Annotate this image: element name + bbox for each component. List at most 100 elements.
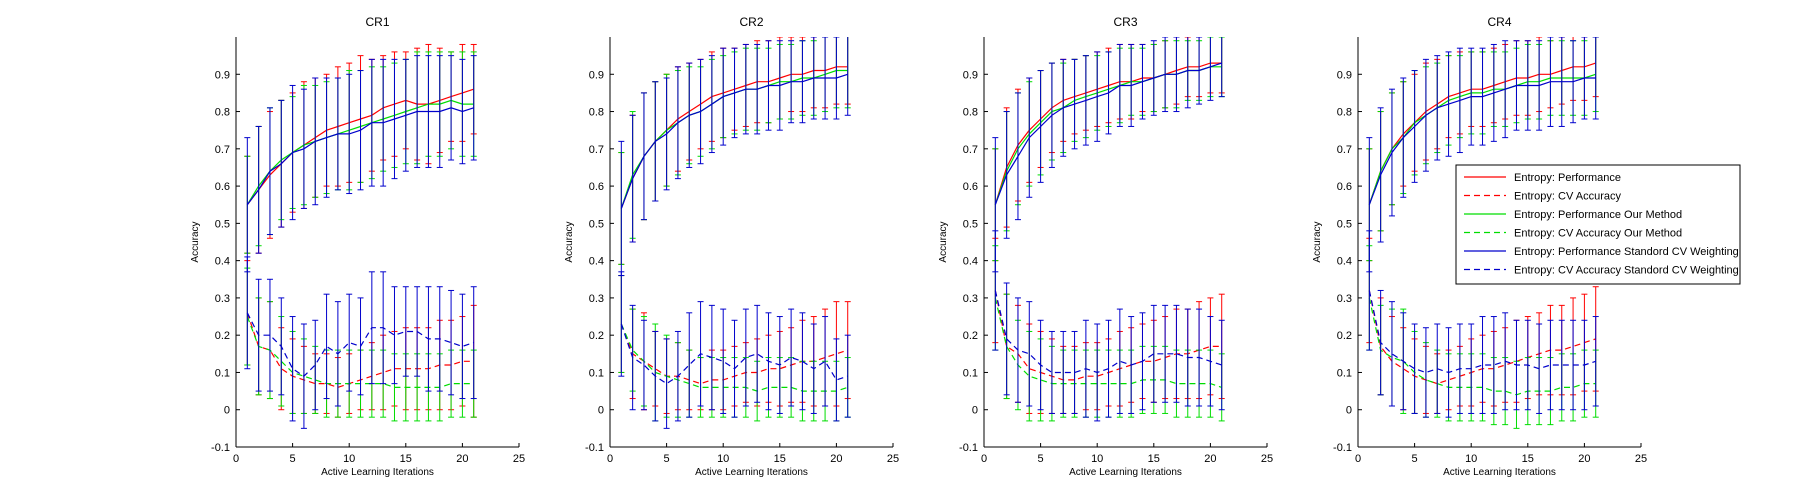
x-tick-label: 10: [1091, 453, 1103, 465]
y-tick-label: 0.8: [215, 107, 230, 119]
y-tick-label: 0.2: [215, 330, 230, 342]
x-tick-label: 10: [1465, 453, 1477, 465]
x-tick-label: 5: [290, 453, 296, 465]
chart-title: CR4: [1487, 15, 1511, 29]
y-tick-label: 0.6: [215, 181, 230, 193]
series-line: [1368, 290, 1596, 374]
series-line: [620, 73, 848, 209]
y-axis-label: Accuracy: [938, 221, 949, 262]
x-tick-label: 5: [1038, 453, 1044, 465]
legend-entry: Entropy: CV Accuracy Standord CV Weighti…: [1514, 265, 1739, 277]
x-axis-label: Active Learning Iterations: [695, 467, 808, 478]
plot-marks: [618, 37, 851, 429]
y-tick-label: 0.5: [215, 218, 230, 230]
series-5: [1366, 37, 1599, 273]
y-tick-label: 0.5: [963, 218, 978, 230]
subplot-3: 0 5 10 15 20 25-0.100.10.20.30.40.50.60.70.80…: [938, 15, 1273, 478]
x-tick-label: 15: [1522, 453, 1534, 465]
subplot-2: 0 5 10 15 20 25-0.100.10.20.30.40.50.60.70.80…: [564, 15, 899, 478]
x-axis-label: Active Learning Iterations: [1443, 467, 1556, 478]
y-tick-label: 0.8: [589, 107, 604, 119]
chart-title: CR1: [365, 15, 389, 29]
x-tick-label: 25: [513, 453, 525, 465]
y-tick-label: 0.1: [215, 367, 230, 379]
series-6: [244, 256, 477, 429]
y-tick-label: -0.1: [1333, 442, 1352, 454]
y-tick-label: 0: [972, 405, 978, 417]
plot-area: [236, 37, 519, 447]
legend-entry: Entropy: Performance Standord CV Weighti…: [1514, 246, 1739, 258]
series-5: [618, 37, 851, 277]
y-tick-label: 0.9: [589, 69, 604, 81]
y-tick-label: 0.4: [215, 256, 230, 268]
series-line: [1368, 297, 1596, 396]
y-tick-label: 0.1: [589, 367, 604, 379]
y-tick-label: 0.6: [1337, 181, 1352, 193]
y-tick-label: 0.3: [215, 293, 230, 305]
chart-title: CR2: [739, 15, 763, 29]
chart-title: CR3: [1113, 15, 1137, 29]
series-line: [994, 62, 1222, 205]
y-tick-label: 0.7: [1337, 144, 1352, 156]
x-tick-label: 20: [1204, 453, 1216, 465]
plot-area: [984, 37, 1267, 447]
y-tick-label: 0.8: [1337, 107, 1352, 119]
x-tick-label: 20: [1578, 453, 1590, 465]
y-tick-label: 0.4: [589, 256, 604, 268]
y-tick-label: 0.3: [963, 293, 978, 305]
x-tick-label: 15: [400, 453, 412, 465]
x-axis-label: Active Learning Iterations: [1069, 467, 1182, 478]
series-6: [618, 271, 851, 429]
x-tick-label: 5: [664, 453, 670, 465]
series-5: [244, 55, 477, 273]
x-tick-label: 25: [887, 453, 899, 465]
y-tick-label: -0.1: [959, 442, 978, 454]
y-tick-label: 0.8: [963, 107, 978, 119]
y-tick-label: 0: [598, 405, 604, 417]
legend-entry: Entropy: CV Accuracy Our Method: [1514, 228, 1682, 240]
legend-box: [1455, 164, 1741, 285]
y-tick-label: 0.3: [589, 293, 604, 305]
y-tick-label: 0.2: [963, 330, 978, 342]
legend-entry: Entropy: CV Accuracy: [1514, 191, 1621, 203]
y-axis-label: Accuracy: [190, 221, 201, 262]
series-line: [246, 312, 474, 377]
y-tick-label: 0.5: [1337, 218, 1352, 230]
x-axis-label: Active Learning Iterations: [321, 467, 434, 478]
legend: Entropy: Performance Entropy: CV Accuracy…: [1455, 164, 1741, 285]
x-tick-label: 20: [456, 453, 468, 465]
y-tick-label: 0.1: [1337, 367, 1352, 379]
subplot-1: 0 5 10 15 20 25-0.100.10.20.30.40.50.60.70.80…: [190, 15, 525, 478]
series-line: [994, 290, 1222, 374]
x-tick-label: 10: [717, 453, 729, 465]
x-tick-label: 25: [1261, 453, 1273, 465]
legend-entry: Entropy: Performance: [1514, 172, 1621, 184]
y-tick-label: 0: [224, 405, 230, 417]
y-tick-label: -0.1: [585, 442, 604, 454]
y-tick-label: 0.2: [1337, 330, 1352, 342]
y-tick-label: 0.6: [589, 181, 604, 193]
legend-entry: Entropy: Performance Our Method: [1514, 209, 1682, 221]
x-tick-label: 0: [1355, 453, 1361, 465]
y-tick-label: 0.2: [589, 330, 604, 342]
y-tick-label: 0.5: [589, 218, 604, 230]
series-line: [1368, 77, 1596, 205]
series-6: [992, 230, 1225, 422]
y-axis-label: Accuracy: [564, 221, 575, 262]
x-tick-label: 0: [607, 453, 613, 465]
x-tick-label: 20: [830, 453, 842, 465]
plot-marks: [244, 43, 477, 429]
x-tick-label: 25: [1635, 453, 1647, 465]
x-tick-label: 0: [233, 453, 239, 465]
series-line: [994, 297, 1222, 388]
y-tick-label: 0.1: [963, 367, 978, 379]
series-5: [992, 37, 1225, 273]
y-axis-label: Accuracy: [1312, 221, 1323, 262]
plot-marks: [992, 37, 1225, 422]
x-tick-label: 15: [1148, 453, 1160, 465]
y-tick-label: 0.4: [963, 256, 978, 268]
y-tick-label: 0.9: [215, 69, 230, 81]
y-tick-label: 0.9: [1337, 69, 1352, 81]
x-tick-label: 10: [343, 453, 355, 465]
y-tick-label: 0.7: [963, 144, 978, 156]
